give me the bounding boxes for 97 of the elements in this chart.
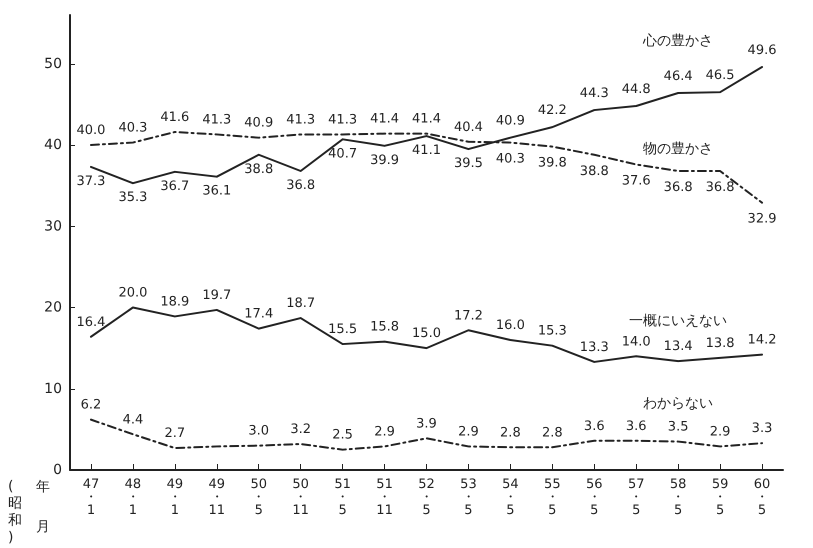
data-label: 39.5 <box>454 156 483 172</box>
x-tick-label: 50 ・ 11 <box>292 477 309 518</box>
x-tick-label: 60 ・ 5 <box>754 477 770 518</box>
data-label: 37.6 <box>622 174 651 188</box>
data-label: 41.6 <box>160 110 190 125</box>
x-tick-label: 53 ・ 5 <box>460 477 477 518</box>
text: わからない <box>643 396 714 412</box>
data-label: 40.3 <box>496 152 525 167</box>
data-label: 19.7 <box>202 288 232 303</box>
data-label: 40.0 <box>76 123 106 138</box>
data-label: 41.3 <box>286 112 316 128</box>
data-label: 13.3 <box>580 340 609 355</box>
data-label: 2.9 <box>374 424 395 440</box>
text: 年 <box>36 479 50 495</box>
data-label: 6.2 <box>80 398 102 413</box>
data-label: 40.7 <box>328 146 358 162</box>
data-label: 13.4 <box>664 339 693 354</box>
data-label: 2.8 <box>542 425 563 440</box>
data-label: 44.3 <box>580 86 609 102</box>
data-label: 40.3 <box>118 120 148 136</box>
data-label: 41.1 <box>412 143 441 158</box>
data-label: 41.3 <box>202 112 232 128</box>
data-label: 38.8 <box>580 164 609 179</box>
data-label: 16.0 <box>496 318 525 333</box>
data-label: 14.2 <box>748 332 777 348</box>
data-label: 17.4 <box>244 306 274 322</box>
text: 心の豊かさ <box>642 33 714 49</box>
x-tick-label: 48 ・ 1 <box>124 477 142 518</box>
x-tick-label: 59 ・ 5 <box>712 477 728 518</box>
data-label: 41.3 <box>328 112 358 128</box>
x-tick-label: 50 ・ 5 <box>250 477 268 518</box>
data-label: 37.3 <box>76 174 106 189</box>
data-label: 16.4 <box>76 314 106 330</box>
data-label: 39.8 <box>538 156 567 171</box>
data-label: 3.6 <box>626 418 647 434</box>
x-tick-label: 56 ・ 5 <box>586 477 603 518</box>
x-tick-label: 54 ・ 5 <box>502 477 519 518</box>
data-label: 40.4 <box>454 120 483 135</box>
series-label: 物の豊かさ <box>643 141 714 157</box>
data-label: 2.8 <box>500 425 521 440</box>
data-label: 2.5 <box>332 428 353 443</box>
data-label: 41.4 <box>412 112 441 127</box>
data-label: 36.8 <box>286 178 316 193</box>
data-label: 3.3 <box>752 421 772 436</box>
data-label: 2.9 <box>458 424 479 440</box>
data-label: 3.5 <box>668 420 688 435</box>
data-label: 17.2 <box>454 308 483 324</box>
data-label: 4.4 <box>122 412 144 428</box>
data-label: 46.5 <box>706 68 735 84</box>
data-label: 3.9 <box>416 416 437 432</box>
data-label: 2.7 <box>164 426 186 442</box>
y-tick-label: 50 <box>44 56 62 72</box>
data-label: 18.9 <box>160 294 190 310</box>
data-label: 3.2 <box>290 422 312 437</box>
data-label: 15.8 <box>370 320 400 335</box>
y-tick-label: 20 <box>44 300 62 316</box>
data-label: 3.0 <box>248 424 270 439</box>
data-label: 15.3 <box>538 324 567 339</box>
x-tick-label: 51 ・ 5 <box>334 477 351 518</box>
x-tick-label: 49 ・ 1 <box>166 477 184 518</box>
x-tick-label: 58 ・ 5 <box>670 477 686 518</box>
x-tick-label: 57 ・ 5 <box>628 477 644 518</box>
x-tick-label: 55 ・ 5 <box>544 477 561 518</box>
x-tick-label: 49 ・ 11 <box>208 477 226 518</box>
data-label: 15.0 <box>412 326 441 342</box>
x-tick-label: 51 ・ 11 <box>376 477 393 518</box>
data-label: 44.8 <box>622 82 651 97</box>
data-label: 36.7 <box>160 178 190 194</box>
data-label: 36.1 <box>202 184 232 199</box>
data-label: 40.9 <box>496 114 525 129</box>
data-label: 3.6 <box>584 418 605 434</box>
text: 月 <box>36 519 50 535</box>
data-label: 42.2 <box>538 103 567 118</box>
data-label: 41.4 <box>370 112 400 127</box>
x-tick-label: 47 ・ 1 <box>82 477 100 518</box>
data-label: 14.0 <box>622 334 651 350</box>
y-tick-label: 30 <box>44 218 62 234</box>
y-tick-label: 40 <box>44 137 62 153</box>
data-label: 49.6 <box>748 43 777 58</box>
data-label: 15.5 <box>328 322 358 338</box>
data-label: 35.3 <box>118 190 148 206</box>
data-label: 18.7 <box>286 296 316 312</box>
series-label: 一概にいえない <box>629 313 728 330</box>
data-label: 2.9 <box>710 424 730 440</box>
x-axis-title: (昭和) <box>8 478 22 546</box>
data-label: 39.9 <box>370 152 400 168</box>
data-label: 46.4 <box>664 69 693 84</box>
data-label: 36.8 <box>706 180 735 195</box>
y-tick-label: 10 <box>44 380 62 397</box>
data-label: 40.9 <box>244 116 274 131</box>
data-label: 36.8 <box>664 180 693 195</box>
data-label: 38.8 <box>244 162 274 177</box>
y-tick-label: 0 <box>53 462 62 478</box>
data-label: 13.8 <box>706 336 735 351</box>
data-label: 32.9 <box>748 212 777 227</box>
x-tick-label: 52 ・ 5 <box>418 477 435 518</box>
data-label: 20.0 <box>118 286 148 300</box>
